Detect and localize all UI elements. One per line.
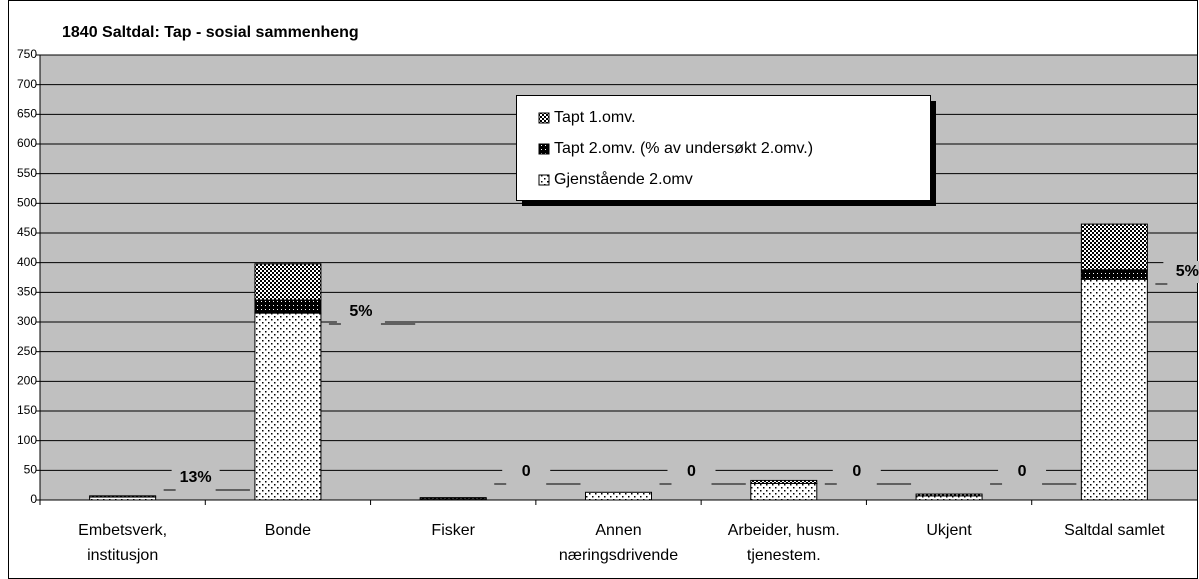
bar-segment (1080, 223, 1148, 271)
legend-swatch (538, 174, 550, 186)
annotation: 13% (180, 469, 212, 486)
annotation: 0 (1018, 463, 1027, 480)
y-tick-label: 50 (24, 463, 38, 477)
y-tick-label: 400 (17, 255, 37, 269)
bar-segment (254, 312, 322, 501)
bar-segment (750, 479, 818, 484)
legend-swatch (538, 112, 550, 124)
legend-label: Tapt 1.omv. (554, 109, 636, 126)
bar-segment (915, 493, 983, 497)
y-tick-label: 100 (17, 433, 37, 447)
bar-segment (1080, 269, 1148, 280)
legend (516, 95, 931, 201)
annotation: 0 (522, 463, 531, 480)
x-tick-label: Embetsverk, institusjon (78, 522, 168, 564)
x-tick-label: Annen næringsdrivende (558, 522, 679, 564)
annotation: 5% (349, 303, 372, 320)
bar-segment (915, 495, 983, 501)
annotation-bg (832, 461, 881, 483)
x-tick-label: Saltdal samlet (1064, 522, 1165, 539)
y-tick-label: 450 (17, 225, 37, 239)
annotation-bg (171, 467, 220, 489)
x-tick-label: Ukjent (926, 522, 972, 539)
y-tick-label: 250 (17, 344, 37, 358)
x-tick-label: Bonde (264, 522, 312, 539)
chart-title: 1840 Saltdal: Tap - sosial sammenheng (62, 24, 359, 41)
annotation: 5% (1176, 263, 1199, 280)
annotation-bg (667, 461, 716, 483)
bar-segment (254, 263, 322, 301)
legend-label: Tapt 2.omv. (% av undersøkt 2.omv.) (554, 140, 813, 157)
y-tick-label: 350 (17, 285, 37, 299)
annotation-bg (998, 461, 1047, 483)
y-tick-label: 550 (17, 166, 37, 180)
y-tick-label: 700 (17, 77, 37, 91)
annotation-bg (336, 301, 385, 323)
y-tick-label: 0 (30, 492, 37, 506)
bar-segment (89, 495, 157, 498)
y-tick-label: 750 (17, 47, 37, 61)
y-tick-label: 150 (17, 403, 37, 417)
annotation-bg (1163, 261, 1199, 283)
x-tick-label: Arbeider, husm. tjenestem. (727, 522, 840, 564)
y-tick-label: 600 (17, 136, 37, 150)
bar-segment (585, 491, 652, 501)
y-tick-label: 300 (17, 314, 37, 328)
y-tick-label: 200 (17, 374, 37, 388)
bar-segment (750, 482, 818, 501)
legend-swatch (538, 143, 550, 155)
legend-label: Gjenstående 2.omv (554, 170, 693, 188)
annotation-bg (502, 461, 551, 483)
annotation: 0 (852, 463, 861, 480)
y-tick-label: 650 (17, 107, 37, 121)
bar-segment (1080, 278, 1148, 501)
y-tick-label: 500 (17, 196, 37, 210)
x-tick-label: Fisker (431, 522, 475, 539)
annotation: 0 (687, 463, 696, 480)
bar-segment (419, 497, 487, 500)
bar-segment (254, 299, 322, 314)
